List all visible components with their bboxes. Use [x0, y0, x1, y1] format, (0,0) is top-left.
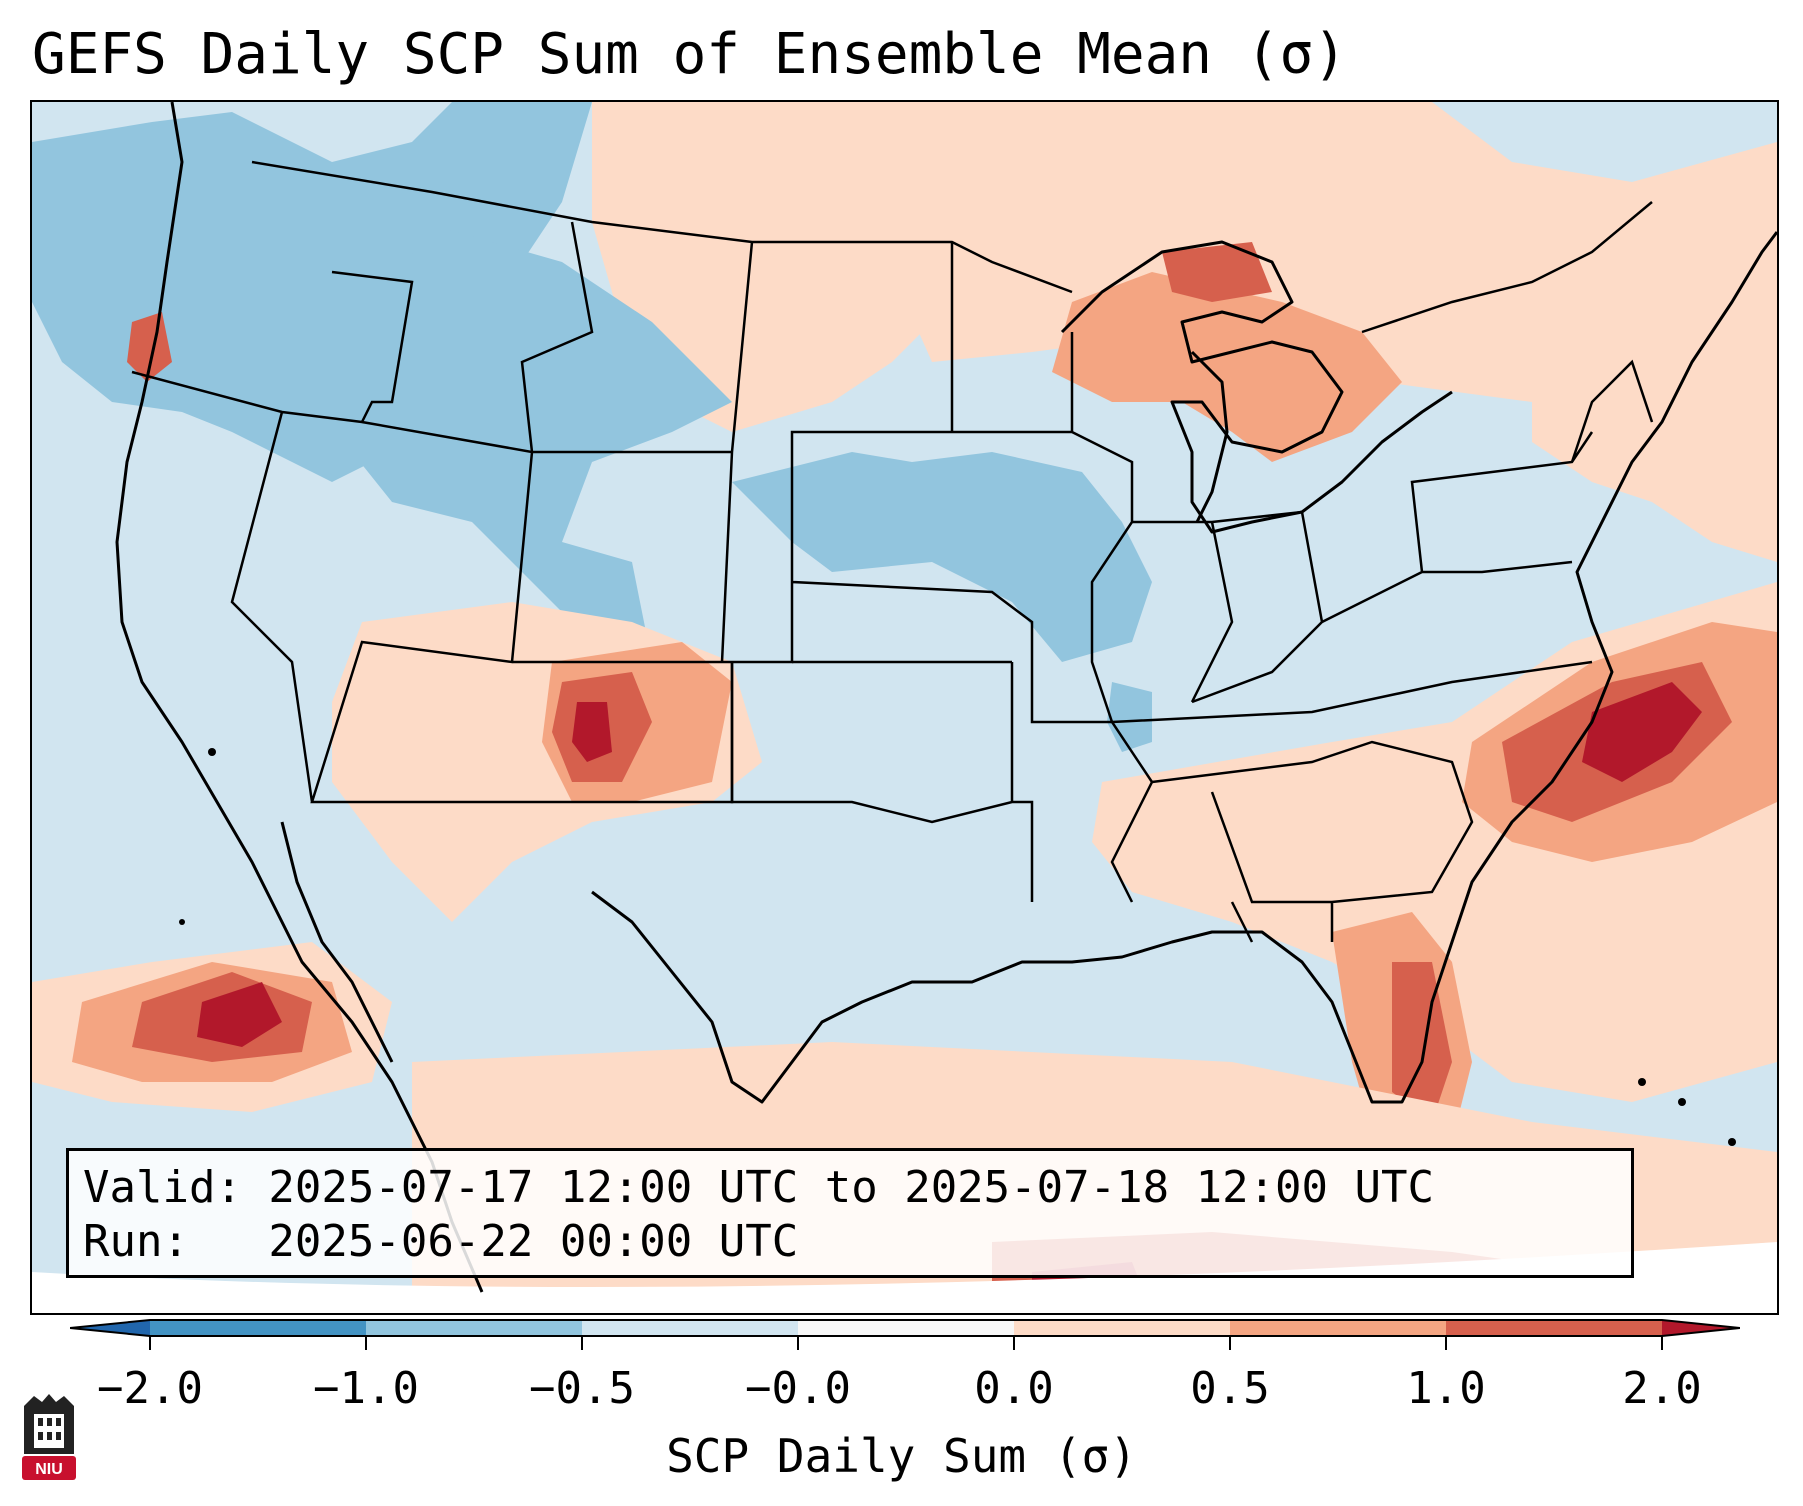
logo-window	[56, 1418, 61, 1426]
valid-time-text: Valid: 2025-07-17 12:00 UTC to 2025-07-1…	[83, 1162, 1435, 1213]
gulf-coastline	[591, 231, 1777, 1104]
colorbar-tick-label: 0.5	[1190, 1363, 1270, 1414]
logo-windows	[38, 1418, 61, 1440]
anomaly-patch-great-lakes	[1052, 272, 1402, 462]
state-borders	[131, 160, 1654, 943]
logo-text: NIU	[35, 1461, 63, 1478]
coastlines	[115, 102, 1777, 1293]
colorbar-ticks	[149, 1336, 1663, 1350]
colorbar-tick-label: −2.0	[97, 1363, 203, 1414]
baja-coastline	[280, 821, 394, 1063]
colorbar-bin-6	[1230, 1320, 1446, 1336]
anomaly-patch-northern-plains	[592, 102, 952, 432]
logo-window	[47, 1432, 52, 1440]
missing-data-corner	[32, 1242, 1777, 1313]
anomaly-field	[32, 102, 1777, 1313]
run-time-text: Run: 2025-06-22 00:00 UTC	[83, 1216, 799, 1267]
island-dot	[1638, 1078, 1646, 1086]
colorbar-tick-label: 2.0	[1622, 1363, 1702, 1414]
anomaly-patch-western-atlantic-core	[1582, 682, 1702, 782]
anomaly-patch-north-atlantic	[1532, 342, 1777, 562]
logo-window	[47, 1418, 52, 1426]
colorbar-bin-7	[1446, 1320, 1662, 1336]
island-dot	[1728, 1138, 1736, 1146]
colorbar-tick-label: 0.0	[974, 1363, 1054, 1414]
logo-window	[38, 1432, 43, 1440]
colorbar-tick-label: −0.0	[745, 1363, 851, 1414]
anomaly-patch-arkansas	[1107, 682, 1152, 752]
great-lakes-shore	[1060, 240, 1453, 534]
lake-michigan-shore	[1190, 350, 1229, 523]
anomaly-patch-lake-superior	[1162, 242, 1272, 302]
island-markers	[179, 748, 1736, 1146]
logo-window	[38, 1418, 43, 1426]
colorbar-extend-low	[70, 1320, 150, 1336]
logo-window	[56, 1432, 61, 1440]
colorbar-tick-label: −1.0	[313, 1363, 419, 1414]
colorbar-extend-high	[1662, 1320, 1740, 1336]
island-dot	[179, 919, 185, 925]
border-lines-central	[730, 242, 1154, 903]
logo-banner	[22, 1456, 76, 1480]
anomaly-patch-eastern-pacific-core	[197, 982, 282, 1047]
island-dot	[1678, 1098, 1686, 1106]
niu-logo: NIU	[22, 1394, 76, 1480]
map-panel	[30, 100, 1779, 1315]
valid-run-info-box: Valid: 2025-07-17 12:00 UTC to 2025-07-1…	[66, 1148, 1634, 1278]
map-canvas	[32, 102, 1777, 1313]
anomaly-patch-oregon-coast	[127, 312, 172, 382]
colorbar-bin-5	[1014, 1320, 1230, 1336]
border-lines-east	[1111, 359, 1654, 943]
colorbar-label: SCP Daily Sum (σ)	[666, 1429, 1137, 1483]
anomaly-patch-northeast-canada	[892, 102, 1777, 522]
anomaly-patch-iowa-nebraska	[732, 452, 1152, 662]
west-coastline	[115, 102, 484, 1293]
anomaly-patch-new-mexico-core	[572, 702, 612, 762]
colorbar-bin-2	[366, 1320, 582, 1336]
island-dot	[208, 748, 216, 756]
colorbar-tick-label: −0.5	[529, 1363, 635, 1414]
anomaly-patch-idaho-montana	[352, 222, 732, 662]
chart-title: GEFS Daily SCP Sum of Ensemble Mean (σ)	[32, 22, 1347, 87]
colorbar	[70, 1319, 1740, 1350]
colorbar-bin-3	[582, 1320, 798, 1336]
colorbar-tick-label: 1.0	[1406, 1363, 1486, 1414]
colorbar-bin-4	[798, 1320, 1014, 1336]
colorbar-bin-1	[150, 1320, 366, 1336]
anomaly-patch-florida-core	[1392, 962, 1452, 1122]
